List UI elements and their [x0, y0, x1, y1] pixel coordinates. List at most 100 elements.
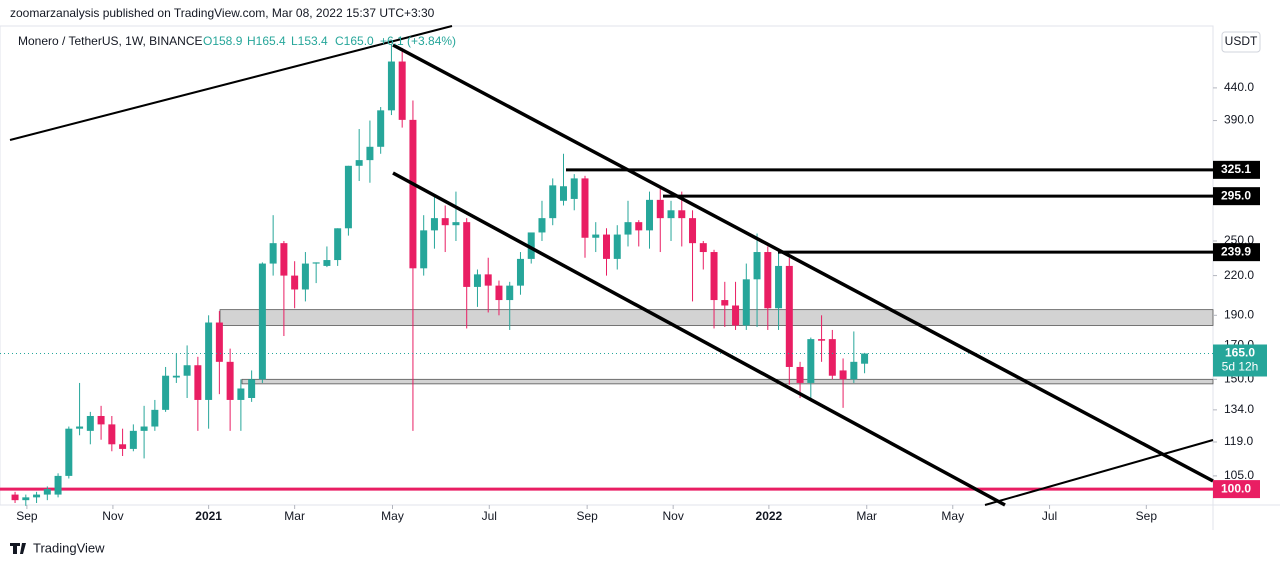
legend-high: H165.4 — [247, 34, 286, 48]
candle-body — [484, 274, 492, 286]
candle-body — [506, 285, 514, 301]
candle-body — [226, 361, 234, 400]
candle-body — [516, 258, 524, 286]
candle-body — [861, 353, 869, 364]
x-tick-label: 2022 — [756, 509, 783, 523]
currency-button[interactable] — [1221, 31, 1261, 53]
x-tick-label: 2021 — [195, 509, 222, 523]
candle-body — [850, 361, 858, 380]
legend-close: C165.0 — [335, 34, 374, 48]
x-tick-label: Sep — [576, 509, 598, 523]
candle-body — [624, 222, 632, 235]
candle-body — [732, 305, 740, 326]
candle-body — [742, 279, 750, 326]
legend-open: O158.9 — [203, 34, 243, 48]
currency[interactable]: USDT — [1225, 34, 1258, 48]
candle-body — [775, 265, 783, 309]
candle-body — [377, 110, 385, 147]
candle-body — [656, 199, 664, 219]
candle-body — [323, 260, 331, 266]
candle-body — [721, 300, 729, 306]
candle-body — [839, 370, 847, 380]
level-box — [1213, 243, 1260, 262]
candle-body — [818, 339, 826, 341]
candle-body — [710, 252, 718, 301]
zone — [241, 378, 1214, 385]
candle-body — [183, 365, 191, 376]
x-tick-label: Nov — [102, 509, 123, 523]
candle-body — [699, 243, 707, 253]
candle-body — [108, 424, 116, 445]
support-label: 100.0 — [1221, 481, 1251, 495]
legend-low: L153.4 — [291, 34, 328, 48]
candle-body — [828, 339, 836, 376]
y-tick-label: 134.0 — [1224, 402, 1254, 416]
y-tick-label: 190.0 — [1224, 307, 1254, 321]
candle-body — [366, 146, 374, 161]
candle-body — [441, 218, 449, 226]
logo — [10, 543, 26, 554]
candle-body — [237, 388, 245, 400]
x-tick-label: Sep — [16, 509, 38, 523]
candle-body — [43, 489, 51, 495]
candle-body — [119, 444, 127, 449]
plot — [0, 44, 1214, 506]
candle-body — [312, 262, 320, 264]
x-tick-label: Mar — [856, 509, 877, 523]
x-tick-label: Sep — [1136, 509, 1158, 523]
candle-body — [398, 61, 406, 120]
y-tick-label: 105.0 — [1224, 468, 1254, 482]
level-label: 239.9 — [1221, 244, 1251, 258]
y-tick-label: 220.0 — [1224, 268, 1254, 282]
published-note: zoomarzanalysis published on TradingView… — [10, 6, 435, 20]
candle-body — [807, 339, 815, 383]
candle-body — [76, 426, 84, 429]
candle-body — [463, 222, 471, 287]
trendline — [984, 439, 1214, 506]
candle-body — [678, 210, 686, 219]
candle-body — [473, 274, 481, 287]
candle-body — [667, 210, 675, 219]
x-tick-label: Nov — [663, 509, 684, 523]
last-price-box — [1213, 344, 1267, 377]
countdown: 5d 12h — [1222, 360, 1259, 374]
candle-body — [65, 428, 73, 476]
channel-top — [392, 43, 1214, 483]
candle-body — [11, 494, 19, 501]
candle-body — [796, 366, 804, 383]
candle-body — [22, 497, 30, 501]
level-label: 295.0 — [1221, 188, 1251, 202]
candle-body — [86, 415, 94, 431]
symbol: Monero / TetherUS, 1W, BINANCE — [18, 34, 203, 48]
candle-body — [527, 232, 535, 259]
x-tick-label: May — [381, 509, 404, 523]
channel-bottom — [392, 171, 1006, 507]
support-box — [1213, 480, 1260, 499]
candle-body — [452, 222, 460, 226]
candle-body — [785, 265, 793, 367]
candle-body — [215, 322, 223, 362]
zone — [219, 309, 1214, 326]
candle-body — [301, 263, 309, 290]
candle-body — [258, 263, 266, 380]
candle-body — [355, 160, 363, 166]
level-box — [1213, 160, 1260, 179]
last-price-label: 165.0 — [1225, 346, 1255, 360]
candle-body — [549, 185, 557, 219]
candle-body — [140, 426, 148, 431]
legend: Monero / TetherUS, 1W, BINANCE O158.9 H1… — [18, 34, 456, 48]
candle-body — [495, 285, 503, 301]
candle-body — [430, 218, 438, 231]
candle-body — [559, 186, 567, 201]
x-tick-label: Jul — [482, 509, 497, 523]
candle-body — [592, 234, 600, 238]
candle-body — [162, 375, 170, 410]
candle-body — [344, 165, 352, 229]
y-tick-label: 390.0 — [1224, 113, 1254, 127]
x-tick-label: Mar — [284, 509, 305, 523]
candle-body — [613, 234, 621, 259]
candle-body — [603, 234, 610, 259]
legend-change: +6.1 (+3.84%) — [380, 34, 456, 48]
